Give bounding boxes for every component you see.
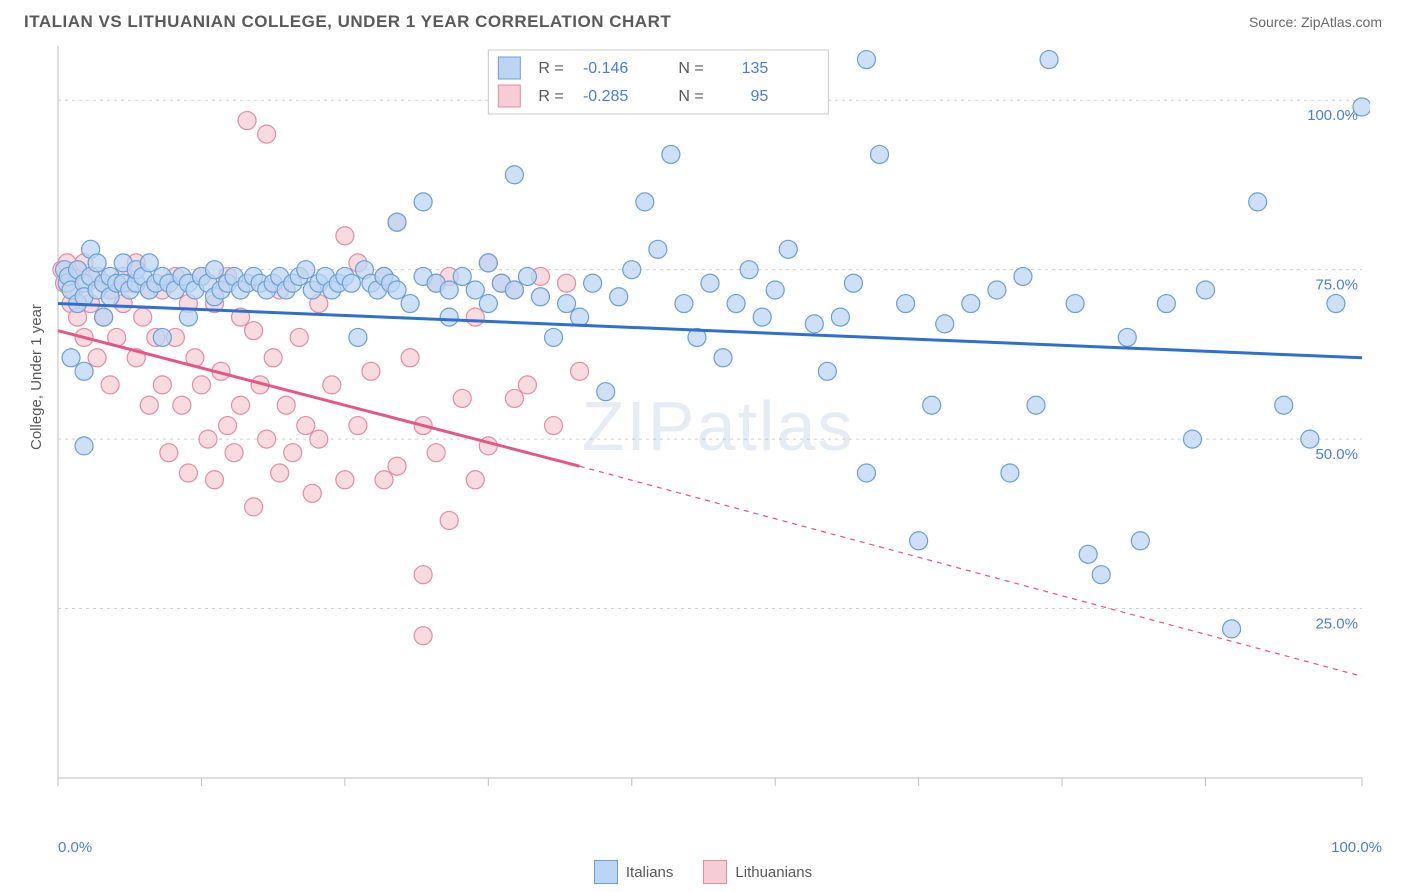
svg-text:25.0%: 25.0%	[1315, 616, 1358, 633]
svg-text:N =: N =	[678, 88, 703, 105]
svg-text:50.0%: 50.0%	[1315, 446, 1358, 463]
scatter-chart: 25.0% 50.0% 75.0% 100.0% R = -0.146 N = 135 R = -…	[50, 38, 1370, 808]
legend-swatch-lithuanians	[703, 860, 727, 884]
svg-text:R =: R =	[538, 60, 563, 77]
svg-text:135: 135	[742, 60, 769, 77]
svg-text:N =: N =	[678, 60, 703, 77]
legend-label-italians: Italians	[626, 864, 674, 881]
legend: Italians Lithuanians	[0, 860, 1406, 884]
chart-title: ITALIAN VS LITHUANIAN COLLEGE, UNDER 1 Y…	[24, 12, 671, 32]
svg-text:R =: R =	[538, 88, 563, 105]
x-axis-max-label: 100.0%	[1331, 839, 1382, 856]
x-axis-min-label: 0.0%	[58, 839, 92, 856]
legend-label-lithuanians: Lithuanians	[735, 864, 812, 881]
source-label: Source: ZipAtlas.com	[1249, 14, 1382, 30]
legend-item-lithuanians: Lithuanians	[703, 860, 812, 884]
svg-text:-0.285: -0.285	[583, 88, 628, 105]
svg-text:95: 95	[751, 88, 769, 105]
legend-item-italians: Italians	[594, 860, 674, 884]
y-axis-title: College, Under 1 year	[28, 304, 45, 450]
svg-text:100.0%: 100.0%	[1307, 107, 1358, 124]
chart-area: 25.0% 50.0% 75.0% 100.0% R = -0.146 N = 135 R = -…	[50, 38, 1386, 813]
legend-swatch-italians	[594, 860, 618, 884]
svg-text:-0.146: -0.146	[583, 60, 628, 77]
svg-text:75.0%: 75.0%	[1315, 277, 1358, 294]
